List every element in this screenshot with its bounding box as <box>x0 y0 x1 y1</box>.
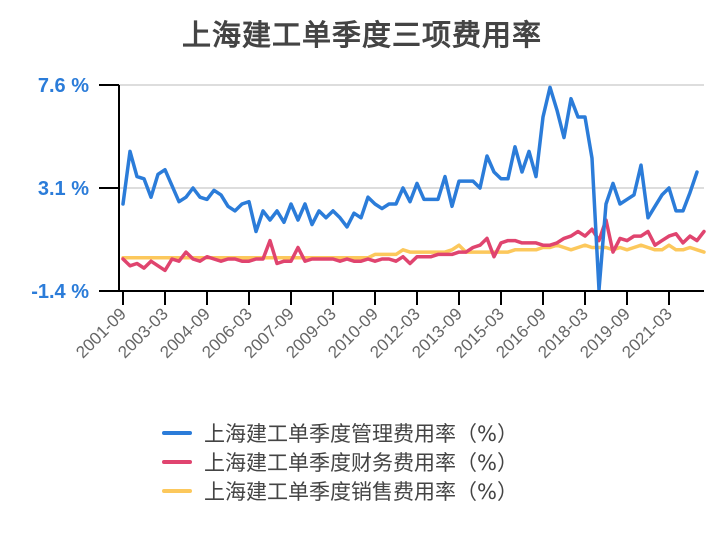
y-tick-label: 3.1 % <box>38 178 89 200</box>
legend-label-admin: 上海建工单季度管理费用率（%） <box>204 421 518 446</box>
series-lines <box>121 85 706 292</box>
x-axis-ticks: 2001-092003-032004-092006-032007-092009-… <box>72 291 676 362</box>
legend-label-sales: 上海建工单季度销售费用率（%） <box>204 479 518 504</box>
legend: 上海建工单季度管理费用率（%） 上海建工单季度财务费用率（%） 上海建工单季度销… <box>162 418 518 505</box>
legend-item-admin[interactable]: 上海建工单季度管理费用率（%） <box>162 418 518 447</box>
y-axis-ticks: 7.6 % 3.1 % -1.4 % <box>31 75 119 303</box>
legend-swatch-admin <box>162 430 192 435</box>
legend-swatch-sales <box>162 488 192 493</box>
series-line-0 <box>121 85 699 292</box>
chart-title: 上海建工单季度三项费用率 <box>181 18 542 52</box>
y-tick-label: 7.6 % <box>38 75 89 97</box>
y-tick-label: -1.4 % <box>31 281 89 303</box>
series-line-1 <box>121 218 706 273</box>
legend-item-sales[interactable]: 上海建工单季度销售费用率（%） <box>162 476 518 505</box>
legend-item-finance[interactable]: 上海建工单季度财务费用率（%） <box>162 447 518 476</box>
series-line-2 <box>121 243 706 260</box>
gridlines <box>119 84 704 189</box>
legend-label-finance: 上海建工单季度财务费用率（%） <box>204 450 518 475</box>
legend-swatch-finance <box>162 459 192 464</box>
